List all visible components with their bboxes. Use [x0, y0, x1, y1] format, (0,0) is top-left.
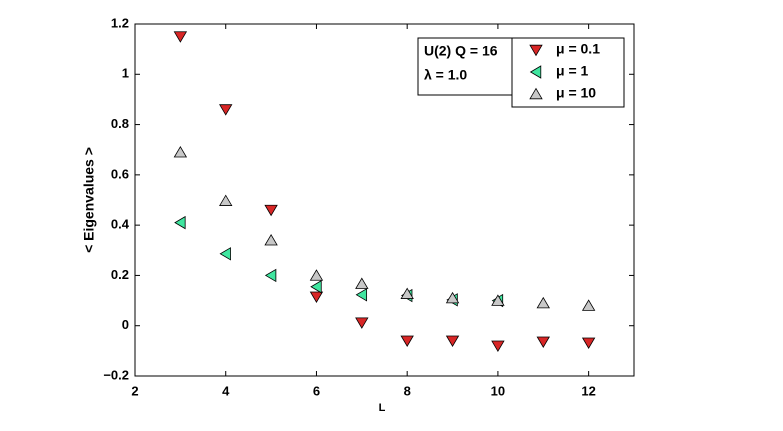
point — [309, 291, 324, 303]
x-tick-label: 8 — [404, 383, 411, 398]
point — [264, 204, 278, 217]
point — [355, 277, 369, 289]
point — [400, 335, 414, 347]
point — [445, 335, 460, 347]
point — [355, 288, 368, 302]
legend-marker — [529, 65, 542, 79]
y-tick-label: 0.2 — [111, 267, 129, 282]
point — [491, 340, 505, 353]
annotation: λ = 1.0 — [424, 67, 467, 83]
y-tick-label: 0.4 — [111, 217, 130, 232]
point — [219, 194, 233, 206]
annotation-box — [417, 37, 513, 96]
y-tick-label: 0.6 — [111, 166, 129, 181]
point — [310, 280, 322, 294]
y-tick-label: 0.8 — [111, 116, 129, 131]
legend-label: μ = 1 — [556, 63, 589, 79]
point — [581, 337, 596, 350]
y-tick-label: 0 — [122, 317, 129, 332]
x-tick-label: 4 — [222, 383, 230, 398]
point — [264, 268, 277, 283]
x-tick-label: 2 — [131, 383, 138, 398]
point — [400, 287, 414, 299]
point — [536, 336, 550, 348]
point — [355, 317, 369, 329]
legend-marker — [529, 44, 543, 57]
legend-marker — [529, 87, 543, 100]
point — [536, 296, 550, 309]
point — [173, 146, 188, 158]
annotation: U(2) Q = 16 — [424, 43, 498, 59]
point — [173, 31, 188, 43]
legend-label: μ = 0.1 — [556, 41, 600, 57]
x-tick-label: 6 — [313, 383, 320, 398]
legend-label: μ = 10 — [556, 85, 596, 101]
point — [309, 269, 324, 281]
point — [491, 294, 505, 306]
plot-frame — [134, 23, 635, 377]
y-tick-label: 1.2 — [111, 15, 129, 30]
point — [264, 234, 278, 246]
y-axis-label: < Eigenvalues > — [81, 147, 97, 253]
point — [581, 299, 596, 311]
x-tick-label: 10 — [491, 383, 505, 398]
y-tick-label: 1 — [122, 66, 129, 81]
point — [445, 291, 460, 304]
y-tick-label: −0.2 — [103, 367, 129, 382]
point — [219, 247, 231, 261]
x-axis-label: L — [379, 402, 386, 414]
point — [219, 104, 233, 116]
x-tick-label: 12 — [581, 383, 595, 398]
point — [174, 215, 186, 230]
